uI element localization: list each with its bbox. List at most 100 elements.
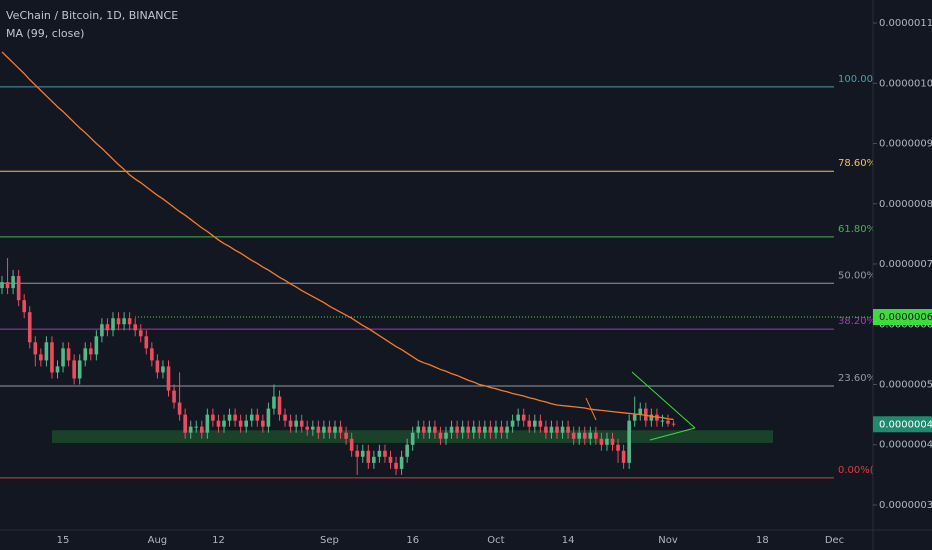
candle-body — [50, 342, 54, 373]
candle-body — [582, 432, 587, 439]
fib-label: 61.80%(0 — [838, 224, 886, 235]
x-tick-label: Oct — [487, 535, 504, 546]
candle-body — [594, 432, 598, 439]
plot-area: 100.00%(78.60%(0 61.80%(0 50.00%(0 38.20%(0… — [0, 51, 890, 479]
candle-body — [638, 408, 643, 415]
candle-body — [305, 426, 310, 430]
candle-body — [510, 420, 515, 427]
candle-body — [449, 426, 454, 433]
candle-body — [283, 414, 287, 421]
candle-body — [66, 348, 71, 361]
candle-body — [360, 450, 365, 457]
candle-body — [138, 330, 143, 337]
candle-body — [127, 318, 132, 325]
candle-body — [166, 366, 171, 391]
price-label-box — [873, 416, 932, 433]
candle-body — [471, 426, 476, 433]
candle-body — [249, 414, 254, 421]
fib-label: 100.00%( — [838, 74, 886, 85]
candle-body — [244, 420, 248, 427]
candle-body — [538, 420, 543, 427]
candle-body — [316, 426, 321, 433]
candle-body — [577, 432, 581, 439]
candle-body — [327, 426, 332, 433]
candle-body — [355, 450, 359, 457]
drawings — [585, 371, 696, 441]
candle-body — [5, 282, 10, 289]
candle-body — [399, 456, 404, 469]
candle-body — [438, 432, 443, 439]
x-tick-label: 18 — [756, 535, 769, 546]
candle-body — [505, 426, 509, 433]
candle-body — [410, 432, 415, 445]
candle-body — [349, 438, 354, 451]
candle-body — [610, 438, 615, 445]
x-tick-label: 15 — [57, 535, 70, 546]
candle-body — [150, 348, 154, 361]
candle-body — [238, 420, 243, 427]
candle-body — [516, 414, 520, 421]
x-tick-label: Aug — [148, 535, 168, 546]
candle-body — [16, 276, 21, 301]
candle-body — [72, 360, 76, 379]
candle-body — [333, 426, 337, 433]
x-tick-label: Dec — [825, 535, 844, 546]
candle-body — [22, 300, 26, 313]
candle-body — [39, 354, 43, 361]
candle-body — [205, 414, 210, 433]
candle-body — [433, 426, 437, 433]
candle-body — [671, 423, 676, 425]
candle-body — [377, 450, 382, 457]
fib-label: 23.60%( — [838, 373, 880, 384]
candle-body — [444, 432, 448, 439]
candle-body — [494, 426, 498, 433]
fib-label: 0.00%(0.0 — [838, 465, 890, 476]
candle-body — [527, 420, 532, 427]
candle-body — [116, 318, 121, 325]
indicator-label: MA (99, close) — [6, 27, 84, 40]
candle-body — [311, 426, 315, 430]
fib-label: 38.20%(0 — [838, 316, 886, 327]
candle-body — [383, 450, 387, 457]
candle-body — [172, 390, 176, 403]
candle-body — [666, 420, 670, 424]
fib-label: 50.00%(0 — [838, 270, 886, 281]
candle-body — [599, 438, 604, 445]
candle-body — [460, 426, 465, 433]
candle-body — [566, 426, 570, 433]
candle-body — [455, 426, 459, 433]
candle-body — [55, 366, 60, 373]
candle-body — [222, 420, 226, 427]
candle-body — [427, 426, 432, 433]
candle-body — [322, 426, 326, 433]
price-label-box — [873, 309, 932, 326]
x-tick-label: Nov — [658, 535, 678, 546]
price-label: 0.00000061 — [879, 312, 932, 323]
candle-body — [33, 342, 38, 355]
candle-body — [616, 444, 620, 451]
candle-body — [94, 336, 99, 355]
triangle-line — [649, 427, 696, 441]
candle-body — [533, 420, 537, 427]
candle-body — [77, 360, 82, 379]
candle-body — [200, 426, 204, 433]
candle-body — [227, 414, 232, 421]
candle-body — [405, 444, 409, 457]
candle-body — [549, 426, 554, 433]
candle-body — [422, 426, 426, 433]
trend-line — [585, 397, 597, 421]
candle-body — [144, 336, 149, 349]
candle-body — [272, 396, 276, 409]
x-tick-label: 12 — [212, 535, 225, 546]
candle-body — [177, 402, 182, 415]
chart-title: VeChain / Bitcoin, 1D, BINANCE — [6, 9, 178, 22]
candle-body — [372, 456, 376, 463]
candle-body — [89, 348, 93, 355]
